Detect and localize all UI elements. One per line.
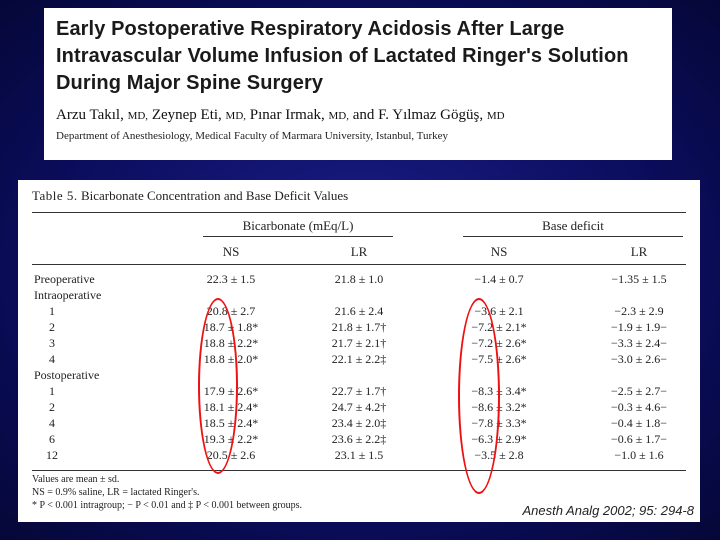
row-label: 2	[49, 400, 55, 414]
footnote: NS = 0.9% saline, LR = lactated Ringer's…	[32, 487, 200, 498]
table-cell: 21.7 ± 2.1†	[331, 336, 387, 350]
table-cell: −3.3 ± 2.4−	[610, 336, 668, 350]
table-cell: −2.5 ± 2.7−	[610, 384, 668, 398]
col-header: NS	[222, 244, 240, 259]
author-name: Pınar Irmak,	[249, 107, 325, 123]
table-bottom-rule	[32, 470, 686, 471]
row-label: Intraoperative	[34, 288, 102, 302]
author-name: and F. Yılmaz Gögüş,	[352, 107, 484, 123]
highlight-oval-ns-base-deficit	[458, 298, 500, 494]
footnote: * P < 0.001 intragroup; − P < 0.01 and ‡…	[32, 500, 303, 511]
author-degree: MD,	[127, 110, 149, 122]
title-line: During Major Spine Surgery	[56, 72, 324, 94]
group-header-bicarbonate: Bicarbonate (mEq/L)	[242, 218, 354, 233]
group-header-base-deficit: Base deficit	[542, 218, 604, 233]
table-caption-text: Bicarbonate Concentration and Base Defic…	[80, 188, 349, 203]
author-degree: MD,	[225, 110, 247, 122]
table-cell: 22.3 ± 1.5	[206, 272, 256, 286]
table-cell: 22.1 ± 2.2‡	[331, 352, 387, 366]
group-rule	[203, 236, 393, 237]
table-cell: −0.4 ± 1.8−	[610, 416, 668, 430]
row-label: Postoperative	[34, 368, 100, 382]
paper-title: Early Postoperative Respiratory Acidosis…	[56, 16, 660, 97]
table-cell: 22.7 ± 1.7†	[331, 384, 387, 398]
table-cell: 20.8 ± 2.7	[206, 304, 256, 318]
row-label: 4	[49, 352, 55, 366]
author-name: Zeynep Eti,	[151, 107, 222, 123]
row-label: 4	[49, 416, 55, 430]
header-bottom-rule	[32, 264, 686, 265]
table-cell: 23.6 ± 2.2‡	[331, 432, 387, 446]
paper-header: Early Postoperative Respiratory Acidosis…	[44, 8, 672, 160]
table-cell: −1.4 ± 0.7	[474, 272, 524, 286]
table-caption: Table 5. Bicarbonate Concentration and B…	[32, 188, 348, 204]
footnote: Values are mean ± sd.	[32, 474, 120, 485]
author-list: Arzu Takıl, MD, Zeynep Eti, MD, Pınar Ir…	[56, 107, 660, 124]
title-line: Early Postoperative Respiratory Acidosis…	[56, 18, 565, 40]
col-header: NS	[490, 244, 508, 259]
group-rule	[463, 236, 683, 237]
table-caption-label: Table 5.	[32, 188, 78, 203]
data-table-panel: Table 5. Bicarbonate Concentration and B…	[18, 180, 700, 522]
col-header: LR	[630, 244, 648, 259]
author-name: Arzu Takıl,	[56, 107, 124, 123]
row-label: Preoperative	[34, 272, 95, 286]
table-cell: −1.9 ± 1.9−	[610, 320, 668, 334]
table-cell: −3.0 ± 2.6−	[610, 352, 668, 366]
table-cell: 21.8 ± 1.0	[334, 272, 384, 286]
table-cell: −0.6 ± 1.7−	[610, 432, 668, 446]
table-cell: 23.1 ± 1.5	[334, 448, 384, 462]
table-cell: −1.0 ± 1.6	[614, 448, 664, 462]
affiliation: Department of Anesthesiology, Medical Fa…	[56, 130, 449, 142]
author-degree: MD	[486, 110, 505, 122]
author-degree: MD,	[328, 110, 349, 122]
col-header: LR	[350, 244, 368, 259]
row-label: 12	[46, 448, 58, 462]
highlight-oval-ns-bicarbonate	[198, 298, 238, 474]
table-cell: 21.8 ± 1.7†	[331, 320, 387, 334]
row-label: 2	[49, 320, 55, 334]
table-cell: 21.6 ± 2.4	[334, 304, 384, 318]
row-label: 6	[49, 432, 55, 446]
citation: Anesth Analg 2002; 95: 294-8	[522, 503, 694, 518]
table-cell: 24.7 ± 4.2†	[331, 400, 387, 414]
table-cell: 23.4 ± 2.0‡	[331, 416, 387, 430]
table-cell: −0.3 ± 4.6−	[610, 400, 668, 414]
row-label: 3	[49, 336, 55, 350]
title-line: Intravascular Volume Infusion of Lactate…	[56, 45, 629, 67]
table-cell: −2.3 ± 2.9	[614, 304, 664, 318]
row-label: 1	[49, 384, 55, 398]
row-label: 1	[49, 304, 55, 318]
table-top-rule	[32, 212, 686, 213]
table-cell: −1.35 ± 1.5	[611, 272, 667, 286]
